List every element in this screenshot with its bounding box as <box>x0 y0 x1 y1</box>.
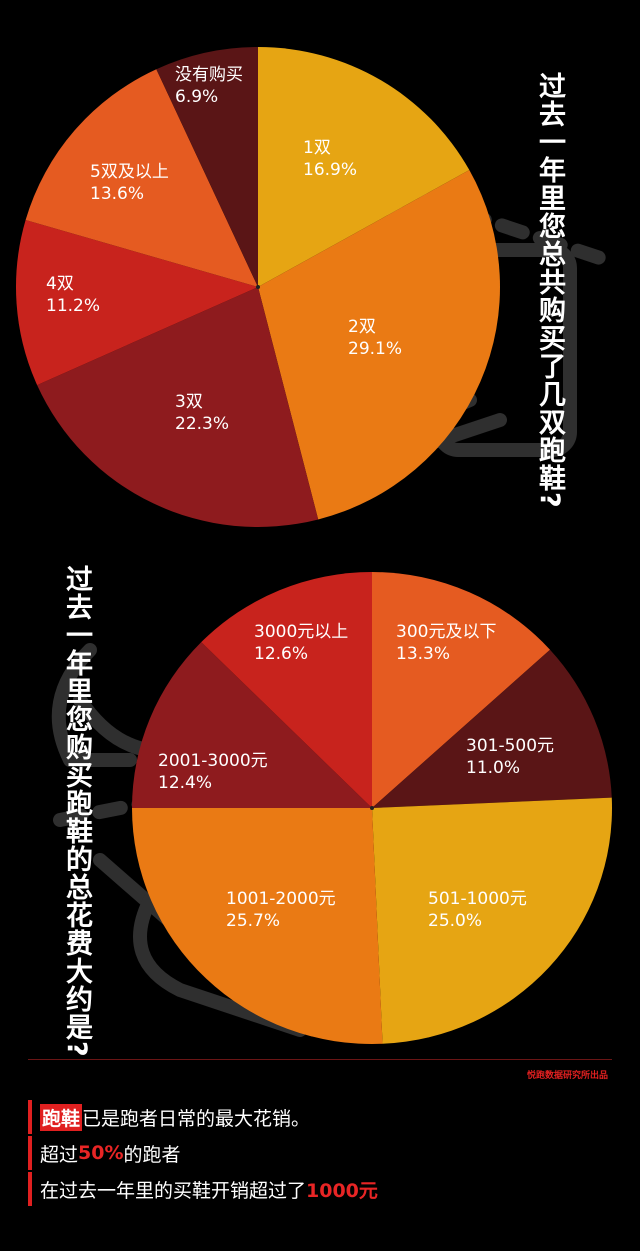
caption-block: 跑鞋 已是跑者日常的最大花销。 超过 50% 的跑者 在过去一年里的买鞋开销超过… <box>28 1100 628 1208</box>
pie2-value-label-0: 13.3% <box>396 644 450 664</box>
pie2-slice-5 <box>201 572 372 808</box>
pie1-slice-3 <box>15 220 259 386</box>
pie2-category-label-4: 2001-3000元 <box>158 751 268 771</box>
pie2-slice-4 <box>132 642 372 808</box>
pie1-category-label-4: 5双及以上 <box>90 162 169 182</box>
pie1-value-label-3: 11.2% <box>46 296 100 316</box>
pie1-value-label-2: 22.3% <box>175 414 229 434</box>
chart-title-pairs: 过去一年里您总共购买了几双跑鞋? <box>534 72 565 509</box>
caption-line-2-pre: 超过 <box>40 1143 79 1166</box>
caption-line-3-pre: 在过去一年里的买鞋开销超过了 <box>40 1179 307 1202</box>
pie1-slice-4 <box>25 69 258 287</box>
pie2-center-dot <box>370 806 374 810</box>
pie1-value-label-4: 13.6% <box>90 184 144 204</box>
caption-line-3: 在过去一年里的买鞋开销超过了 1000元 <box>28 1172 628 1206</box>
pie1-category-label-0: 1双 <box>303 138 331 158</box>
pie1-category-label-1: 2双 <box>348 317 376 337</box>
pie1-center-dot <box>256 285 260 289</box>
pie2-slice-0 <box>372 572 551 808</box>
pie1-slice-0 <box>258 47 470 287</box>
pie2-value-label-5: 12.6% <box>254 644 308 664</box>
divider-line <box>28 1059 612 1060</box>
caption-highlight-amount: 1000元 <box>306 1179 378 1202</box>
pie2-value-label-4: 12.4% <box>158 773 212 793</box>
pie2-value-label-2: 25.0% <box>428 911 482 931</box>
caption-highlight-shoes: 跑鞋 <box>40 1103 83 1131</box>
pie2-value-label-1: 11.0% <box>466 758 520 778</box>
pie1-slice-2 <box>37 287 319 527</box>
pie1-category-label-3: 4双 <box>46 274 74 294</box>
credit-text: 悦跑数据研究所出品 <box>526 1071 608 1081</box>
pie1-slice-5 <box>156 47 258 287</box>
pie2-category-label-3: 1001-2000元 <box>226 889 336 909</box>
pie2-category-label-2: 501-1000元 <box>428 889 527 909</box>
pie1-value-label-1: 29.1% <box>348 339 402 359</box>
caption-line-1-text: 已是跑者日常的最大花销。 <box>82 1107 311 1130</box>
pie1-value-label-5: 6.9% <box>175 87 218 107</box>
caption-line-2: 超过 50% 的跑者 <box>28 1136 628 1170</box>
caption-line-2-post: 的跑者 <box>123 1143 181 1166</box>
pie2-category-label-5: 3000元以上 <box>254 622 348 642</box>
pie1-category-label-5: 没有购买 <box>175 65 243 85</box>
pie2-slice-1 <box>372 649 612 808</box>
pie2-category-label-0: 300元及以下 <box>396 622 496 642</box>
pie1-slice-1 <box>258 170 501 520</box>
caption-highlight-percent: 50% <box>78 1142 124 1164</box>
pie2-value-label-3: 25.7% <box>226 911 280 931</box>
pie1-category-label-2: 3双 <box>175 392 203 412</box>
caption-line-1: 跑鞋 已是跑者日常的最大花销。 <box>28 1100 628 1134</box>
pie2-category-label-1: 301-500元 <box>466 736 554 756</box>
pie1-value-label-0: 16.9% <box>303 160 357 180</box>
chart-title-spending: 过去一年里您购买跑鞋的总花费大约是? <box>61 565 92 1058</box>
pie2-slice-2 <box>372 797 612 1044</box>
pie2-slice-3 <box>132 808 383 1044</box>
